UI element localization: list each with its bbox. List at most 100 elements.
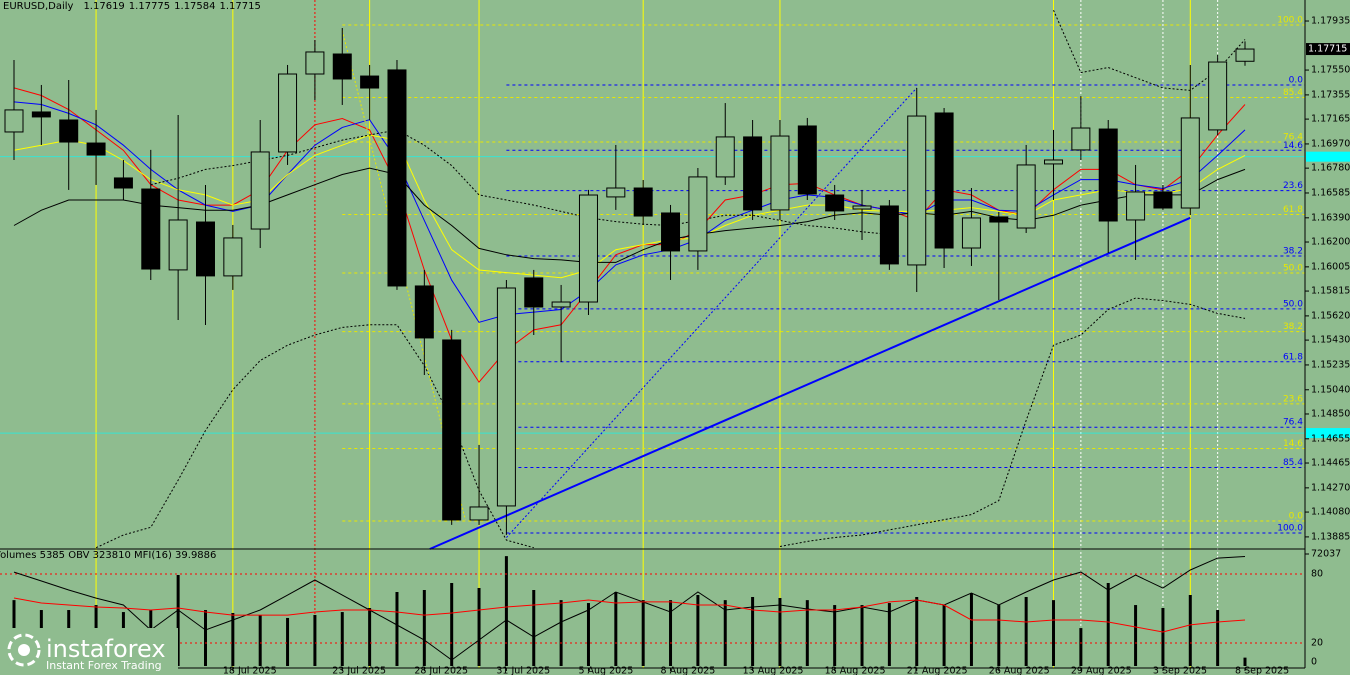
candle-body [852,205,872,210]
fib-label: 100.0 [1277,523,1303,533]
fib-label: 50.0 [1283,263,1303,273]
header-open: 1.17619 [83,1,124,12]
trendline [429,216,1191,550]
x-tick-label: 18 Aug 2025 [825,666,886,675]
obv-line [13,556,1246,661]
candle-body [469,506,489,521]
logo-icon [18,644,30,656]
y-tick-label: 1.15815 [1311,286,1350,297]
moving-average [13,134,1246,279]
candle-body [4,109,24,133]
price-level-box [1306,428,1350,439]
x-tick-label: 21 Aug 2025 [907,666,968,675]
header-close: 1.17715 [220,1,261,12]
candle-body [961,217,981,249]
candle-body [825,194,845,212]
candle-body [524,277,544,308]
fib-label: 100.0 [1277,15,1303,25]
candle-body [1126,191,1146,221]
fib-label: 0.0 [1289,75,1304,85]
y-tick-label: 1.15620 [1311,310,1350,321]
mfi-line [13,597,1246,633]
candle-body [770,135,790,211]
fib-label: 61.8 [1283,205,1303,215]
chart-header: EURUSD,Daily 1.17619 1.17775 1.17584 1.17715 [3,1,261,12]
candle-body [195,221,215,277]
candle-body [907,115,927,266]
y-tick-label: 1.17165 [1311,114,1350,125]
candle-body [688,176,708,252]
fib-label: 14.6 [1283,141,1303,151]
candle-body [496,287,516,507]
candle-body [387,69,407,287]
y-tick-label: 1.15040 [1311,384,1350,395]
fib-label: 76.4 [1283,133,1303,143]
candle-body [606,187,626,198]
y-tick-label: 1.17550 [1311,65,1350,76]
y-tick-label: 1.16585 [1311,187,1350,198]
x-tick-label: 3 Sep 2025 [1153,666,1207,675]
fib-label: 85.4 [1283,458,1303,468]
logo-name: instaforex [46,635,166,663]
candle-body [1235,48,1255,62]
fib-label: 38.2 [1283,247,1303,257]
candle-body [278,73,298,153]
y-tick-label: 1.16390 [1311,212,1350,223]
band-line [150,9,1246,235]
y-tick-label: 1.16970 [1311,138,1350,149]
candle-body [360,75,380,89]
candle-body [551,301,571,308]
candle-body [86,142,106,156]
candle-body [797,125,817,195]
fib-label: 61.8 [1283,352,1303,362]
candle-body [250,151,270,230]
x-tick-label: 13 Aug 2025 [743,666,804,675]
x-tick-label: 29 Aug 2025 [1071,666,1132,675]
fib-label: 14.6 [1283,439,1303,449]
candle-body [934,112,954,249]
fib-label: 50.0 [1283,299,1303,309]
candle-body [1098,128,1118,222]
y-tick-label: 1.15430 [1311,335,1350,346]
plot-layer: 100.0 85.4 76.4 61.8 50.0 38.2 23.6 14.6 0.0 0.0 1… [0,0,1305,668]
candle-body [578,194,598,303]
x-tick-label: 8 Sep 2025 [1235,666,1289,675]
candle-body [633,187,653,217]
y-tick-label: 1.14655 [1311,433,1350,444]
band-line [95,297,1246,549]
y-tick-label: 1.16005 [1311,261,1350,272]
x-tick-label: 26 Aug 2025 [989,666,1050,675]
candle-body [743,136,763,211]
y-tick-label: 72037 [1311,549,1341,560]
y-tick-label: 1.15235 [1311,359,1350,370]
logo: instaforex Instant Forex Trading [0,628,178,672]
candle-body [1044,159,1064,165]
moving-average [13,167,1246,263]
logo-icon [7,633,41,667]
y-tick-label: 1.17355 [1311,89,1350,100]
candle-body [59,119,79,143]
candle-body [661,212,681,252]
y-tick-label: 1.16200 [1311,237,1350,248]
y-tick-label: 1.14850 [1311,408,1350,419]
current-price-box [1306,43,1350,56]
y-tick-label: 1.17935 [1311,16,1350,27]
y-tick-label: 1.14465 [1311,458,1350,469]
x-tick-label: 8 Aug 2025 [661,666,716,675]
logo-tagline: Instant Forex Trading [46,659,162,672]
indicator-label: Volumes 5385 OBV 323810 MFI(16) 39.9886 [0,550,216,561]
candle-body [442,339,462,521]
y-tick-label: 20 [1311,638,1323,649]
x-tick-label: 5 Aug 2025 [578,666,633,675]
fib-label: 23.6 [1283,181,1303,191]
header-high: 1.17775 [129,1,170,12]
y-tick-label: 1.13885 [1311,531,1350,542]
x-tick-label: 31 Jul 2025 [496,666,550,675]
moving-average [13,101,1246,323]
candle-body [332,53,352,80]
y-tick-label: 80 [1311,569,1323,580]
candle-body [1071,127,1091,151]
price-level-box [1306,151,1350,162]
